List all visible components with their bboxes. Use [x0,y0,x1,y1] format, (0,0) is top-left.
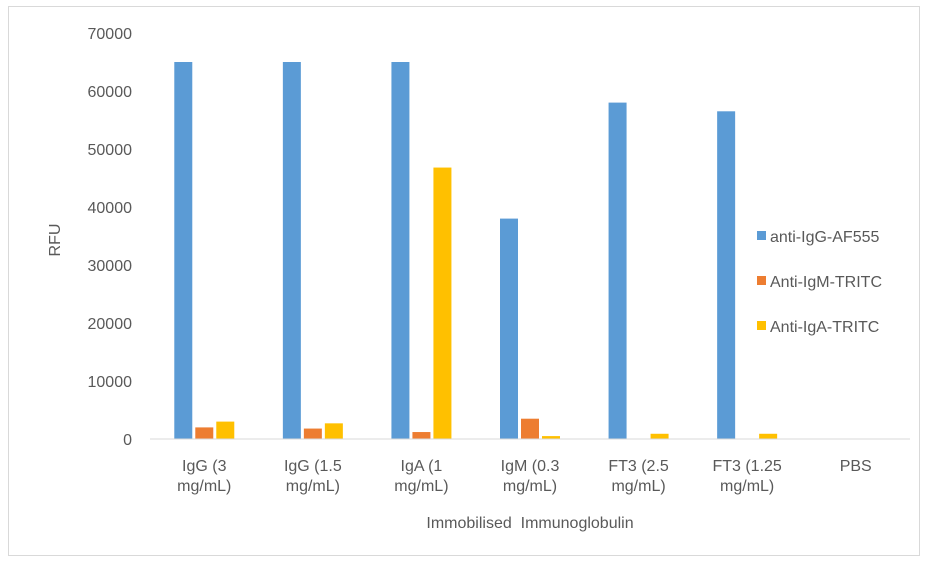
x-tick-label: IgG (3 mg/mL) [177,458,231,495]
bar-3-6 [759,433,778,439]
x-tick-label-line: FT3 (1.25 [712,458,781,475]
legend-swatch [757,276,766,285]
bar-2-1 [195,427,214,439]
y-tick-label: 30000 [88,258,133,275]
bar-2-4 [521,418,539,439]
x-tick-label: FT3 (2.5 mg/mL) [608,458,669,495]
x-tick-label-line: IgG (1.5 [284,458,342,475]
x-tick-label-line: mg/mL) [611,478,665,495]
x-tick-label-line: mg/mL) [720,478,774,495]
bar-2-3 [412,432,431,439]
y-tick-label: 50000 [88,142,133,159]
bar-1-5 [608,102,627,439]
bar-1-2 [282,62,301,439]
x-tick-label-line: IgM (0.3 [501,458,560,475]
y-tick-label: 60000 [88,84,133,101]
y-tick-label: 20000 [88,316,133,333]
bar-3-3 [433,167,452,439]
legend-label: Anti-IgM-TRITC [770,274,882,291]
legend-label: anti-IgG-AF555 [770,229,879,246]
x-tick-label: FT3 (1.25 mg/mL) [712,458,781,495]
legend-swatch [757,231,766,240]
x-tick-label-line: mg/mL) [394,478,448,495]
bar-1-4 [500,218,518,439]
x-tick-label-line: mg/mL) [177,478,231,495]
y-axis-ticks: 0 10000 20000 30000 40000 50000 60000 70000 [88,26,133,449]
y-tick-label: 10000 [88,374,133,391]
bar-3-1 [216,421,235,439]
legend-label: Anti-IgA-TRITC [770,319,879,336]
x-tick-label-line: FT3 (2.5 [608,458,669,475]
bar-1-6 [717,111,736,440]
y-tick-label: 40000 [88,200,133,217]
bar-3-4 [542,436,560,439]
legend-swatch [757,321,766,330]
x-tick-label-line: mg/mL) [286,478,340,495]
x-tick-label: PBS [840,458,872,475]
y-axis-title: RFU [47,224,64,257]
chart-frame [8,6,920,556]
y-tick-label: 0 [123,432,132,449]
x-axis-ticks: IgG (3 mg/mL)IgG (1.5 mg/mL)IgA (1 mg/mL)Ig… [177,458,872,495]
bar-3-2 [324,423,343,439]
x-tick-label-line: IgA (1 [401,458,443,475]
bar-1-1 [174,62,193,439]
legend: anti-IgG-AF555 Anti-IgM-TRITC Anti-IgA-TRI… [757,229,882,336]
x-tick-label: IgG (1.5 mg/mL) [284,458,342,495]
bars [174,62,778,440]
x-tick-label-line: IgG (3 [182,458,227,475]
x-tick-label: IgM (0.3 mg/mL) [501,458,560,495]
x-tick-label-line: PBS [840,458,872,475]
y-tick-label: 70000 [88,26,133,43]
bar-3-5 [650,433,669,439]
bar-2-2 [303,428,322,439]
bar-1-3 [391,62,410,439]
x-tick-label: IgA (1 mg/mL) [394,458,448,495]
x-tick-label-line: mg/mL) [503,478,557,495]
x-axis-title: Immobilised Immunoglobulin [426,515,633,532]
